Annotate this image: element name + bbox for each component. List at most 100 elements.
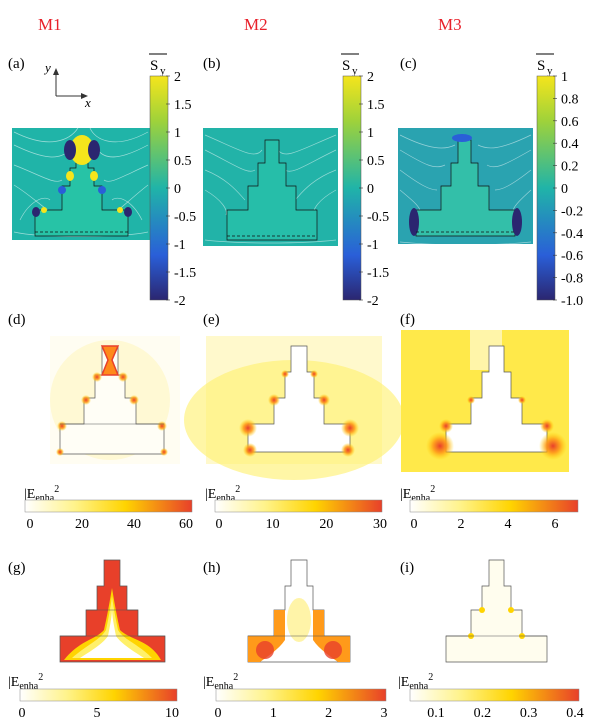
enh-label-row3-m2: |Eenha2 (203, 672, 238, 692)
enh-label-row2-m1: |Eenha2 (24, 484, 59, 504)
svg-text:|Eenha2: |Eenha2 (203, 672, 238, 692)
sy-colorbar-m2-tick-label: 0.5 (367, 154, 385, 169)
enh-label-row2-m3: |Eenha2 (400, 484, 435, 504)
enhancement-panel-h (247, 559, 351, 663)
sy-colorbar-m2-tick-label: 0 (367, 182, 374, 197)
sy-symbol-m2: S (342, 58, 350, 74)
column-header-m1: M1 (38, 15, 62, 34)
sy-symbol-m3: S (537, 58, 545, 74)
panel-label-a: (a) (8, 56, 25, 72)
enh-colorbar-row3-m1-tick-label: 10 (165, 706, 179, 721)
enh-colorbar-row3-m3 (409, 688, 580, 702)
svg-text:|Eenha2: |Eenha2 (398, 672, 433, 692)
sy-colorbar-m3-tick-label: -0.2 (561, 204, 583, 219)
enhancement-panel-f (401, 330, 569, 472)
sy-colorbar-m3: S y 1 0.8 0.6 0.4 0.2 0 -0.2 -0.4 -0.6 -0.8 -1.0 (536, 53, 583, 309)
column-header-m2: M2 (244, 15, 268, 34)
sy-colorbar-m3-tick-label: -0.4 (561, 227, 583, 242)
sy-colorbar-m3-tick-label: -1.0 (561, 294, 583, 309)
enh-label-row3-m1: |Eenha2 (8, 672, 43, 692)
sy-colorbar-m1-tick-label: 0.5 (174, 154, 192, 169)
sy-colorbar-m3-tick-label: 0.2 (561, 160, 579, 175)
sy-colorbar-m1-tick-label: 1.5 (174, 98, 192, 113)
enh-colorbar-row2-m1-tick-label: 20 (75, 517, 89, 532)
sy-colorbar-m2-tick-label: -1 (367, 238, 379, 253)
enhancement-panel-g (59, 559, 166, 663)
svg-text:|Eenha2: |Eenha2 (205, 484, 240, 504)
sy-colorbar-m1-tick-label: -0.5 (174, 210, 196, 225)
enh-colorbar-row2-m1-tick-label: 0 (27, 517, 34, 532)
sy-symbol: S (150, 58, 158, 74)
sy-colorbar-m2-tick-label: 2 (367, 70, 374, 85)
enh-label-row2-m2: |Eenha2 (205, 484, 240, 504)
sy-colorbar-m1-tick-label: 0 (174, 182, 181, 197)
enh-colorbar-row3-m3-tick-label: 0.3 (520, 706, 538, 721)
enh-colorbar-row3-m1-tick-label: 5 (94, 706, 101, 721)
sy-colorbar-m3-tick-label: 0.4 (561, 137, 579, 152)
axis-y-label: y (43, 60, 51, 75)
enh-colorbar-row2-m1-tick-label: 60 (179, 517, 193, 532)
sy-colorbar-m2-tick-label: -1.5 (367, 266, 389, 281)
sy-colorbar-m3-tick-label: -0.6 (561, 249, 583, 264)
sy-colorbar-m3-tick-label: 1 (561, 70, 568, 85)
enh-colorbar-row3-m3-tick-label: 0.2 (474, 706, 492, 721)
panel-label-g: (g) (8, 560, 26, 576)
field-panel-c (398, 128, 533, 246)
enh-label-row3-m3: |Eenha2 (398, 672, 433, 692)
axis-indicator: y x (43, 60, 91, 110)
panel-label-e: (e) (203, 312, 220, 328)
enh-colorbar-row2-m2-tick-label: 10 (266, 517, 280, 532)
sy-colorbar-m3-tick-label: 0.8 (561, 92, 579, 107)
field-panel-a (12, 127, 150, 240)
sy-colorbar-m1-tick-label: -2 (174, 294, 186, 309)
field-panel-b (203, 128, 338, 246)
sy-colorbar-m3-tick-label: 0 (561, 182, 568, 197)
enh-colorbar-row3-m2-tick-label: 2 (325, 706, 332, 721)
enh-colorbar-row3-m1 (19, 688, 178, 702)
sy-colorbar-m3-tick-label: 0.6 (561, 115, 579, 130)
sy-colorbar-m3-tick-label: -0.8 (561, 272, 583, 287)
panel-label-d: (d) (8, 312, 26, 328)
enh-colorbar-row3-m1-tick-label: 0 (19, 706, 26, 721)
sy-colorbar-m2-tick-label: -2 (367, 294, 379, 309)
sy-colorbar-m1-tick-label: 2 (174, 70, 181, 85)
enh-colorbar-row2-m3-tick-label: 2 (458, 517, 465, 532)
enh-colorbar-row2-m3 (409, 499, 579, 513)
sy-colorbar-m2-tick-label: 1 (367, 126, 374, 141)
sy-subscript: y (160, 65, 166, 77)
panel-label-b: (b) (203, 56, 221, 72)
panel-label-h: (h) (203, 560, 221, 576)
enh-colorbar-row2-m1-tick-label: 40 (127, 517, 141, 532)
svg-text:|Eenha2: |Eenha2 (400, 484, 435, 504)
enh-colorbar-row2-m3-tick-label: 0 (411, 517, 418, 532)
enh-colorbar-row3-m2-tick-label: 0 (215, 706, 222, 721)
enhancement-panel-e (184, 336, 404, 480)
svg-text:|Eenha2: |Eenha2 (8, 672, 43, 692)
enh-colorbar-row2-m2-tick-label: 20 (319, 517, 333, 532)
enh-colorbar-row3-m2-tick-label: 1 (270, 706, 277, 721)
enh-colorbar-row2-m2-tick-label: 0 (216, 517, 223, 532)
sy-colorbar-m1-tick-label: -1.5 (174, 266, 196, 281)
enh-colorbar-row3-m3-tick-label: 0.1 (427, 706, 445, 721)
sy-colorbar-m1: S y 2 1.5 1 0.5 0 -0.5 -1 -1.5 -2 (149, 53, 196, 309)
panel-label-i: (i) (400, 560, 414, 576)
enh-colorbar-row2-m2-tick-label: 30 (373, 517, 387, 532)
column-header-m3: M3 (438, 15, 462, 34)
enh-colorbar-row2-m3-tick-label: 6 (552, 517, 559, 532)
sy-colorbar-m2-tick-label: 1.5 (367, 98, 385, 113)
enhancement-panel-d (50, 336, 180, 464)
enh-colorbar-row3-m2-tick-label: 3 (381, 706, 388, 721)
sy-colorbar-m2: S y 2 1.5 1 0.5 0 -0.5 -1 -1.5 -2 (341, 53, 389, 309)
enh-colorbar-row3-m3-tick-label: 0.4 (566, 706, 584, 721)
enh-colorbar-row2-m2 (214, 499, 383, 513)
enh-colorbar-row3-m2 (215, 688, 387, 702)
sy-subscript-m2: y (352, 65, 358, 77)
sy-subscript-m3: y (547, 65, 553, 77)
svg-text:|Eenha2: |Eenha2 (24, 484, 59, 504)
enh-colorbar-row2-m1 (24, 499, 193, 513)
axis-x-label: x (84, 95, 91, 110)
sy-colorbar-m1-tick-label: -1 (174, 238, 186, 253)
sy-colorbar-m1-tick-label: 1 (174, 126, 181, 141)
panel-label-f: (f) (400, 312, 415, 328)
